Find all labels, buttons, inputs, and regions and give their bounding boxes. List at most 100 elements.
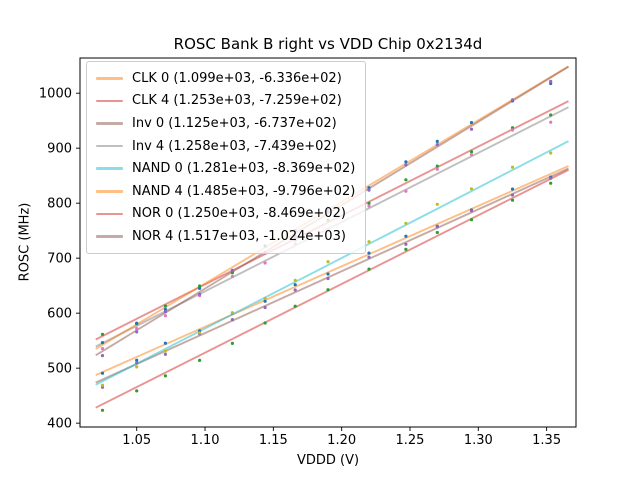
data-point-clk-4	[549, 113, 553, 117]
data-point-inv-4	[435, 167, 439, 171]
x-tick-label: 1.10	[191, 433, 220, 448]
data-point-inv-0	[549, 176, 553, 180]
legend-item-label: Inv 4 (1.258e+03, -7.439e+02)	[132, 138, 337, 154]
data-point-nor-4	[100, 354, 105, 358]
data-point-nor-0	[326, 288, 330, 292]
data-point-nor-4	[367, 188, 371, 192]
fit-line-clk-0	[95, 165, 569, 376]
data-point-clk-4	[198, 284, 202, 288]
y-axis-label: ROSC (MHz)	[17, 202, 33, 282]
data-point-nand-4	[367, 186, 371, 190]
x-tick-label: 1.25	[396, 433, 425, 448]
data-point-nand-0	[404, 221, 408, 225]
data-point-inv-4	[549, 120, 553, 124]
data-point-nor-0	[367, 267, 371, 271]
data-point-nand-0	[198, 331, 202, 335]
legend-item-label: NAND 4 (1.485e+03, -9.796e+02)	[132, 183, 356, 199]
data-point-inv-0	[293, 288, 297, 292]
legend-item-label: Inv 0 (1.125e+03, -6.737e+02)	[132, 115, 337, 131]
data-point-inv-0	[404, 242, 408, 246]
legend-item-nand-0: NAND 0 (1.281e+03, -8.369e+02)	[96, 157, 355, 180]
data-point-nand-4	[469, 121, 474, 125]
data-point-nor-0	[230, 341, 234, 345]
data-point-nor-0	[263, 321, 267, 325]
data-point-nor-4	[198, 292, 202, 296]
data-point-inv-0	[435, 225, 439, 229]
data-point-nor-4	[135, 330, 139, 334]
legend-item-label: CLK 4 (1.253e+03, -7.259e+02)	[132, 93, 342, 109]
legend-item-nor-0: NOR 0 (1.250e+03, -8.469e+02)	[96, 203, 355, 226]
legend-line-swatch	[96, 212, 123, 216]
fit-line-inv-0	[95, 167, 569, 384]
y-tick-label: 800	[47, 197, 72, 212]
data-point-nand-0	[549, 151, 553, 155]
legend-item-clk-4: CLK 4 (1.253e+03, -7.259e+02)	[96, 90, 355, 113]
x-tick-label: 1.30	[464, 433, 493, 448]
data-point-nor-0	[100, 408, 105, 412]
y-tick-label: 700	[47, 252, 72, 267]
data-point-inv-4	[163, 314, 167, 318]
legend-item-label: NAND 0 (1.281e+03, -8.369e+02)	[132, 161, 356, 177]
data-point-inv-4	[367, 204, 371, 208]
data-point-inv-4	[230, 274, 234, 278]
data-point-nor-4	[469, 127, 474, 131]
x-tick-label: 1.05	[122, 433, 151, 448]
data-point-inv-0	[326, 276, 330, 281]
x-tick-label: 1.35	[532, 433, 561, 448]
data-point-inv-0	[469, 209, 474, 213]
data-point-inv-4	[469, 153, 474, 157]
data-point-nand-0	[163, 349, 167, 353]
legend-item-inv-0: Inv 0 (1.125e+03, -6.737e+02)	[96, 112, 355, 135]
legend: CLK 0 (1.099e+03, -6.336e+02) CLK 4 (1.25…	[86, 61, 367, 254]
legend-item-nor-4: NOR 4 (1.517e+03, -1.024e+03)	[96, 225, 355, 248]
legend-item-clk-0: CLK 0 (1.099e+03, -6.336e+02)	[96, 67, 355, 90]
data-point-clk-0	[163, 341, 167, 345]
x-tick-label: 1.15	[259, 433, 288, 448]
x-tick-label: 1.20	[327, 433, 356, 448]
data-point-clk-0	[367, 251, 371, 255]
data-point-nor-4	[163, 310, 167, 314]
legend-item-label: CLK 0 (1.099e+03, -6.336e+02)	[132, 70, 342, 86]
data-point-nand-0	[263, 296, 267, 301]
legend-item-label: NOR 0 (1.250e+03, -8.469e+02)	[132, 206, 346, 222]
data-point-nor-4	[435, 143, 439, 147]
data-point-clk-0	[510, 187, 515, 191]
data-point-nand-0	[510, 165, 515, 169]
y-tick-label: 1000	[39, 87, 72, 102]
data-point-inv-4	[510, 128, 515, 132]
data-point-nand-0	[100, 383, 105, 387]
data-point-inv-0	[135, 361, 139, 365]
data-point-nor-0	[135, 389, 139, 393]
data-point-nand-4	[163, 307, 167, 311]
data-point-nor-4	[404, 163, 408, 167]
data-point-clk-0	[293, 283, 297, 287]
data-point-nor-0	[469, 218, 474, 222]
legend-line-swatch	[96, 122, 123, 125]
data-point-inv-0	[510, 193, 515, 197]
legend-item-label: NOR 4 (1.517e+03, -1.024e+03)	[132, 228, 346, 244]
legend-line-swatch	[96, 189, 123, 193]
data-point-nor-0	[163, 374, 167, 378]
data-point-clk-0	[135, 358, 139, 362]
data-point-nand-0	[326, 260, 330, 264]
fit-line-nand-0	[95, 140, 569, 386]
data-point-nand-0	[469, 187, 474, 191]
data-point-clk-4	[435, 164, 439, 168]
data-point-clk-4	[163, 304, 167, 308]
legend-line-swatch	[96, 235, 123, 238]
axes-frame	[79, 57, 577, 428]
data-point-inv-4	[100, 347, 105, 351]
y-tick-label: 600	[47, 307, 72, 322]
data-point-nand-0	[367, 240, 371, 244]
data-point-clk-0	[263, 299, 267, 303]
legend-line-swatch	[96, 167, 123, 170]
data-point-nor-0	[293, 304, 297, 308]
data-point-inv-4	[263, 261, 267, 265]
legend-line-swatch	[96, 99, 123, 103]
data-point-nor-4	[230, 268, 234, 272]
data-point-clk-0	[326, 272, 330, 276]
legend-item-inv-4: Inv 4 (1.258e+03, -7.439e+02)	[96, 135, 355, 158]
data-point-nor-0	[404, 247, 408, 251]
legend-line-swatch	[96, 144, 123, 148]
